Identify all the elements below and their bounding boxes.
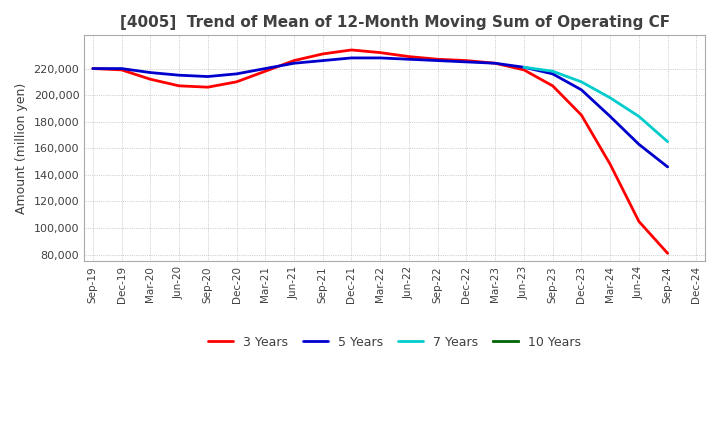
- Y-axis label: Amount (million yen): Amount (million yen): [15, 83, 28, 214]
- Title: [4005]  Trend of Mean of 12-Month Moving Sum of Operating CF: [4005] Trend of Mean of 12-Month Moving …: [120, 15, 670, 30]
- Legend: 3 Years, 5 Years, 7 Years, 10 Years: 3 Years, 5 Years, 7 Years, 10 Years: [203, 331, 586, 354]
